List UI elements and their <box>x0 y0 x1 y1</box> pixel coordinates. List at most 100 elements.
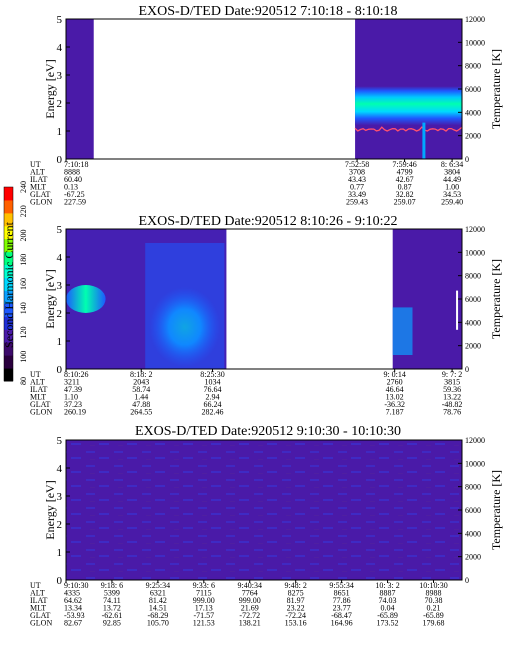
panel-2-y2-axis: 0 2000 4000 6000 8000 10000 12000 <box>458 225 485 374</box>
panel-3-title: EXOS-D/TED Date:920512 9:10:30 - 10:10:3… <box>135 424 401 439</box>
ephemeris-value: 153.16 <box>285 619 307 628</box>
ephemeris-value: 70.38 <box>424 596 442 605</box>
y-tick-label: 2 <box>57 98 63 110</box>
ephemeris-value: 32.82 <box>396 190 414 199</box>
ephemeris-value: -68.29 <box>148 611 169 620</box>
ephemeris-value: 23.22 <box>287 604 305 613</box>
ephemeris-value: 37.23 <box>64 400 82 409</box>
ephemeris-value: 76.64 <box>204 385 222 394</box>
ephemeris-row-label: GLON <box>30 619 52 628</box>
ephemeris-value: -36.32 <box>384 400 405 409</box>
ephemeris-row-label: UT <box>30 370 41 379</box>
panel-1-energy-band <box>355 86 462 126</box>
ephemeris-value: 78.76 <box>443 408 461 417</box>
colorbar-tick-label: 80 <box>19 377 28 385</box>
ephemeris-value: 9:33: 6 <box>193 581 215 590</box>
colorbar-tick-label: 140 <box>19 302 28 314</box>
ephemeris-value: 3804 <box>444 168 460 177</box>
panel-3: EXOS-D/TED Date:920512 9:10:30 - 10:10:3… <box>30 424 503 628</box>
colorbar-tick-label: 120 <box>19 327 28 339</box>
colorbar-swatches <box>3 186 14 382</box>
y2-tick-label: 12000 <box>465 15 485 24</box>
ephemeris-row-label: GLON <box>30 198 52 207</box>
ephemeris-value: -68.47 <box>331 611 352 620</box>
panel-2-blob-left <box>66 285 106 313</box>
ephemeris-value: 14.51 <box>149 604 167 613</box>
ephemeris-value: 21.69 <box>241 604 259 613</box>
ephemeris-value: 66.24 <box>204 400 222 409</box>
colorbar-swatch <box>4 251 13 266</box>
ephemeris-row-label: MLT <box>30 604 46 613</box>
ephemeris-row-label: GLON <box>30 408 52 417</box>
ephemeris-row-label: GLAT <box>30 611 51 620</box>
ephemeris-value: 264.55 <box>130 408 152 417</box>
ephemeris-value: -48.82 <box>442 400 463 409</box>
y-tick-label: 0 <box>57 154 63 166</box>
ephemeris-value: 43.43 <box>348 175 366 184</box>
ephemeris-row-label: UT <box>30 581 41 590</box>
ephemeris-value: 9:48: 2 <box>284 581 306 590</box>
ephemeris-value: 0.21 <box>426 604 440 613</box>
ephemeris-row-label: GLAT <box>30 400 51 409</box>
y2-tick-label: 4000 <box>465 318 481 327</box>
y-tick-label: 2 <box>57 519 63 531</box>
y2-tick-label: 8000 <box>465 62 481 71</box>
ephemeris-row-label: ILAT <box>30 175 47 184</box>
ephemeris-value: 47.88 <box>132 400 150 409</box>
colorbar: 80 100 120 140 160 180 200 220 240 Second Harmon… <box>2 181 28 385</box>
y2-tick-label: 8000 <box>465 272 481 281</box>
ephemeris-value: 2043 <box>133 378 149 387</box>
panel-3-y2label: Temperature [K] <box>489 470 503 550</box>
ephemeris-value: 7:52:58 <box>345 160 369 169</box>
ephemeris-value: -72.24 <box>285 611 306 620</box>
ephemeris-value: 9:18: 6 <box>101 581 123 590</box>
y-tick-label: 0 <box>57 364 63 376</box>
ephemeris-value: -62.61 <box>102 611 123 620</box>
ephemeris-value: 44.49 <box>443 175 461 184</box>
y2-tick-label: 6000 <box>465 85 481 94</box>
ephemeris-value: 7764 <box>242 589 258 598</box>
ephemeris-value: 7.187 <box>386 408 404 417</box>
y2-tick-label: 0 <box>465 155 469 164</box>
ephemeris-value: 121.53 <box>193 619 215 628</box>
ephemeris-value: 42.67 <box>396 175 414 184</box>
ephemeris-value: -71.57 <box>193 611 214 620</box>
colorbar-tick-label: 180 <box>19 254 28 266</box>
ephemeris-value: 8888 <box>64 168 80 177</box>
colorbar-tick-label: 220 <box>19 205 28 217</box>
ephemeris-value: 3211 <box>64 378 80 387</box>
panel-1: EXOS-D/TED Date:920512 7:10:18 - 8:10:18… <box>30 4 503 207</box>
ephemeris-value: 999.00 <box>193 596 215 605</box>
y2-tick-label: 10000 <box>465 38 485 47</box>
ephemeris-value: 999.00 <box>239 596 261 605</box>
ephemeris-value: 9:55:34 <box>329 581 353 590</box>
ephemeris-value: 34.53 <box>443 190 461 199</box>
panel-1-spike <box>422 122 426 159</box>
y-tick-label: 2 <box>57 308 63 320</box>
ephemeris-value: 13.22 <box>443 393 461 402</box>
colorbar-tick-label: 200 <box>19 230 28 242</box>
ephemeris-value: 13.34 <box>64 604 82 613</box>
y2-tick-label: 8000 <box>465 483 481 492</box>
panel-1-data-left <box>66 19 94 159</box>
y2-tick-label: 6000 <box>465 506 481 515</box>
ephemeris-value: -65.89 <box>423 611 444 620</box>
ephemeris-value: 260.19 <box>64 408 86 417</box>
panel-1-y-axis: 0 1 2 3 4 5 <box>57 14 70 166</box>
ephemeris-row-label: UT <box>30 160 41 169</box>
y-tick-label: 1 <box>57 336 63 348</box>
panel-2-ylabel: Energy [eV] <box>43 269 57 328</box>
colorbar-swatch <box>4 290 13 304</box>
ephemeris-value: 8:18: 2 <box>130 370 152 379</box>
ephemeris-value: 23.77 <box>333 604 351 613</box>
ephemeris-value: 10: 3: 2 <box>375 581 399 590</box>
ephemeris-value: 92.85 <box>103 619 121 628</box>
y-tick-label: 1 <box>57 547 63 559</box>
y2-tick-label: 12000 <box>465 225 485 234</box>
y-tick-label: 3 <box>57 491 63 503</box>
colorbar-swatch <box>4 355 13 369</box>
